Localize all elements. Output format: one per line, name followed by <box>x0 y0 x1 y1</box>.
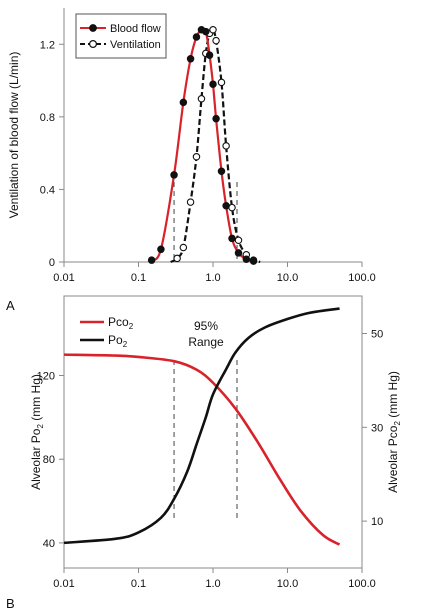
legend-pco2-sub: 2 <box>129 322 134 331</box>
blood-flow-point <box>179 98 188 107</box>
y-tick-label: 0.4 <box>40 184 55 196</box>
panel-b-left-y-ticks: 40 80 120 <box>37 371 64 550</box>
y-tick-label: 1.2 <box>40 39 55 51</box>
legend-po2-sub: 2 <box>123 340 128 349</box>
panel-b-legend: Pco2 Po2 <box>80 315 134 349</box>
legend-blood-flow-marker <box>89 24 97 32</box>
blood-flow-point <box>234 249 243 257</box>
blood-flow-point <box>209 80 217 88</box>
blood-flow-point <box>217 167 226 176</box>
ventilation-series-line <box>170 28 261 264</box>
panel-b: 40 80 120 10 30 50 0.01 0.1 1.0 10.0 100.0 Alveo… <box>6 295 402 611</box>
panel-a-legend: Blood flow Ventilation <box>75 13 167 59</box>
panel-b-left-y-axis-label: Alveolar Po2 (mm Hg) <box>29 374 45 490</box>
panel-b-series <box>63 307 341 546</box>
x-tick-label: 0.01 <box>53 272 74 284</box>
right-y-tick-label: 50 <box>371 329 383 341</box>
right-label-main: Alveolar Pco <box>386 425 400 493</box>
x-tick-label: 10.0 <box>277 272 298 284</box>
legend-po2-main: Po <box>108 333 123 347</box>
x-tick-label: 100.0 <box>348 578 376 590</box>
left-label-main: Alveolar Po <box>29 428 43 490</box>
panel-a-label: A <box>6 298 15 313</box>
range-annotation-line1: 95% <box>194 319 218 333</box>
blood-flow-point <box>186 55 195 63</box>
blood-flow-point <box>222 202 230 210</box>
panel-a-series <box>147 26 261 265</box>
x-tick-label: 10.0 <box>277 578 298 590</box>
legend-po2-label: Po2 <box>108 333 128 349</box>
x-tick-label: 0.1 <box>131 272 146 284</box>
left-label-sub: 2 <box>36 424 45 429</box>
panel-a-y-axis-label: Ventilation of blood flow (L/min) <box>7 52 21 219</box>
ventilation-point <box>222 142 230 150</box>
panel-b-range-lines <box>173 360 238 520</box>
blood-flow-point <box>192 33 201 41</box>
ventilation-point <box>186 198 195 206</box>
panel-b-right-y-axis-label: Alveolar Pco2 (mm Hg) <box>386 371 402 493</box>
blood-flow-point <box>205 51 214 59</box>
ventilation-point <box>234 236 243 244</box>
legend-pco2-label: Pco2 <box>108 315 134 331</box>
ventilation-point <box>217 78 226 87</box>
blood-flow-point <box>249 257 258 265</box>
legend-ventilation-marker <box>88 39 97 48</box>
blood-flow-series-line <box>150 27 254 263</box>
x-tick-label: 1.0 <box>205 272 220 284</box>
x-tick-label: 1.0 <box>205 578 220 590</box>
x-tick-label: 0.01 <box>53 578 74 590</box>
panel-b-label: B <box>6 596 15 611</box>
legend-blood-flow-label: Blood flow <box>110 23 161 35</box>
blood-flow-point <box>147 256 156 264</box>
left-y-tick-label: 120 <box>37 371 55 383</box>
blood-flow-point <box>242 255 251 264</box>
left-y-tick-label: 40 <box>43 538 55 550</box>
right-label-sub: 2 <box>393 421 402 426</box>
blood-flow-point <box>202 27 210 36</box>
panel-a: 0 0.4 0.8 1.2 0.01 0.1 1.0 10.0 100.0 Ventilati… <box>6 8 376 313</box>
ventilation-point <box>173 254 181 263</box>
pco2-series-line <box>63 353 341 546</box>
x-tick-label: 100.0 <box>348 272 376 284</box>
range-annotation-line2: Range <box>188 335 224 349</box>
ventilation-point <box>192 153 201 161</box>
ventilation-point <box>179 243 188 252</box>
right-y-tick-label: 30 <box>371 422 383 434</box>
panel-a-y-ticks: 0 0.4 0.8 1.2 <box>40 39 64 269</box>
po2-series-line <box>63 307 340 545</box>
ventilation-point <box>212 36 220 45</box>
legend-pco2-main: Pco <box>108 315 129 329</box>
blood-flow-point <box>170 171 178 179</box>
left-label-suffix: (mm Hg) <box>29 374 43 424</box>
right-y-tick-label: 10 <box>371 516 383 528</box>
left-y-tick-label: 80 <box>43 454 55 466</box>
blood-flow-point <box>212 114 220 123</box>
legend-box <box>75 13 167 59</box>
x-tick-label: 0.1 <box>131 578 146 590</box>
right-label-suffix: (mm Hg) <box>386 371 400 421</box>
legend-ventilation-label: Ventilation <box>110 39 161 51</box>
blood-flow-point <box>157 245 165 254</box>
panel-a-x-ticks: 0.01 0.1 1.0 10.0 100.0 <box>53 262 376 284</box>
blood-flow-point <box>228 234 236 243</box>
y-tick-label: 0.8 <box>40 112 55 124</box>
panel-b-right-y-ticks: 10 30 50 <box>362 329 383 528</box>
ventilation-point <box>209 26 217 34</box>
y-tick-label: 0 <box>49 257 55 269</box>
panel-b-x-ticks: 0.01 0.1 1.0 10.0 100.0 <box>53 568 376 590</box>
ventilation-point <box>197 94 206 103</box>
